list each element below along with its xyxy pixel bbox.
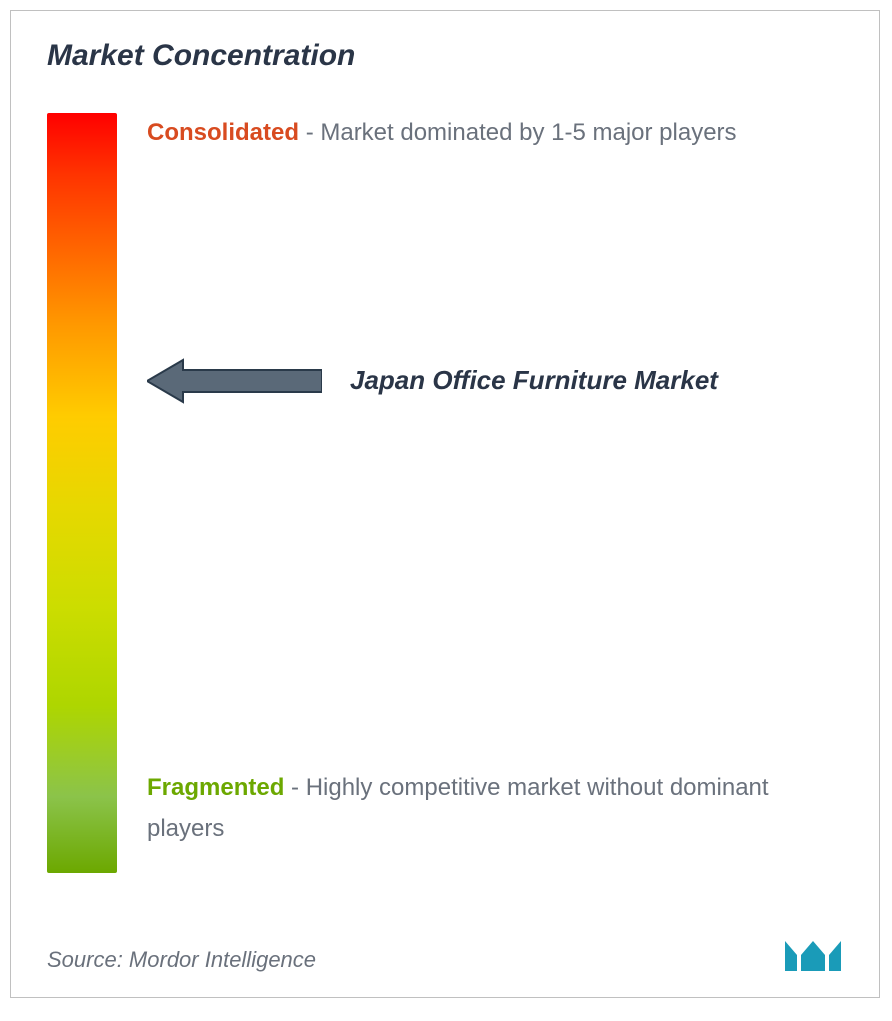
consolidated-text: - Market dominated by 1-5 major players	[306, 119, 737, 146]
labels-area: Consolidated - Market dominated by 1-5 m…	[147, 113, 843, 883]
infographic-container: Market Concentration Consolidated - Mark…	[10, 10, 880, 998]
consolidated-highlight: Consolidated	[147, 119, 299, 146]
footer: Source: Mordor Intelligence	[47, 933, 843, 973]
consolidated-label: Consolidated - Market dominated by 1-5 m…	[147, 113, 843, 154]
content-area: Consolidated - Market dominated by 1-5 m…	[47, 113, 843, 883]
market-indicator-row: Japan Office Furniture Market	[147, 358, 718, 404]
fragmented-label: Fragmented - Highly competitive market w…	[147, 768, 843, 850]
arrow-left-icon	[147, 358, 322, 404]
market-name-label: Japan Office Furniture Market	[350, 363, 718, 398]
concentration-gradient-bar	[47, 113, 117, 873]
fragmented-highlight: Fragmented	[147, 774, 284, 801]
page-title: Market Concentration	[47, 39, 843, 73]
mordor-logo-icon	[783, 933, 843, 973]
source-attribution: Source: Mordor Intelligence	[47, 947, 316, 973]
